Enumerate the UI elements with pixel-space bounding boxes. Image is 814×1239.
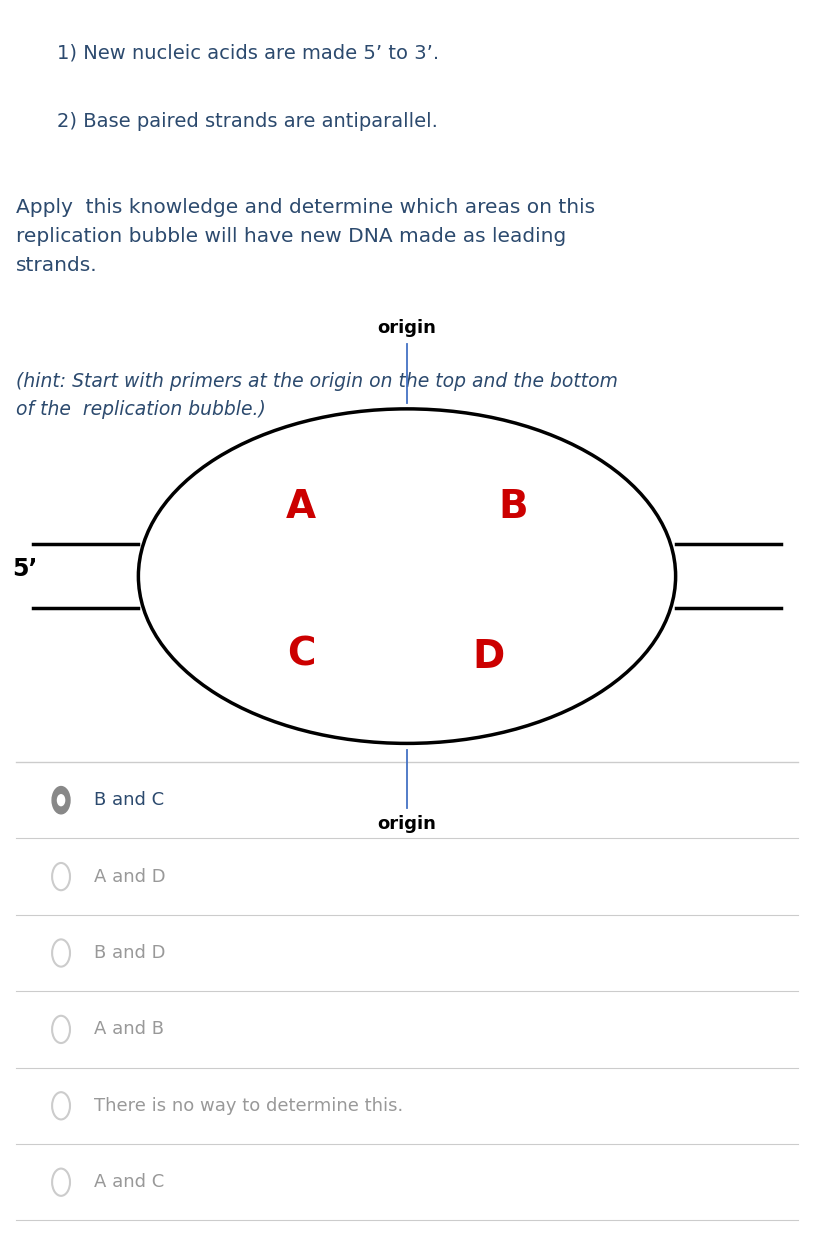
Text: A and B: A and B xyxy=(94,1021,164,1038)
Circle shape xyxy=(52,787,70,814)
Text: B and C: B and C xyxy=(94,792,164,809)
Text: There is no way to determine this.: There is no way to determine this. xyxy=(94,1097,403,1115)
Text: origin: origin xyxy=(378,815,436,834)
Text: A: A xyxy=(286,488,317,525)
Text: (hint: Start with primers at the origin on the top and the bottom
of the  replic: (hint: Start with primers at the origin … xyxy=(16,372,618,419)
Text: A and D: A and D xyxy=(94,867,165,886)
Text: A and C: A and C xyxy=(94,1173,164,1191)
Text: D: D xyxy=(472,638,505,675)
Circle shape xyxy=(58,794,64,805)
Text: C: C xyxy=(287,636,316,673)
Text: origin: origin xyxy=(378,318,436,337)
Text: 1) New nucleic acids are made 5’ to 3’.: 1) New nucleic acids are made 5’ to 3’. xyxy=(57,43,439,62)
Text: 2) Base paired strands are antiparallel.: 2) Base paired strands are antiparallel. xyxy=(57,112,438,130)
Text: Apply  this knowledge and determine which areas on this
replication bubble will : Apply this knowledge and determine which… xyxy=(16,198,595,275)
Text: 5’: 5’ xyxy=(12,556,37,581)
Text: B and D: B and D xyxy=(94,944,165,961)
Text: B: B xyxy=(498,488,527,525)
